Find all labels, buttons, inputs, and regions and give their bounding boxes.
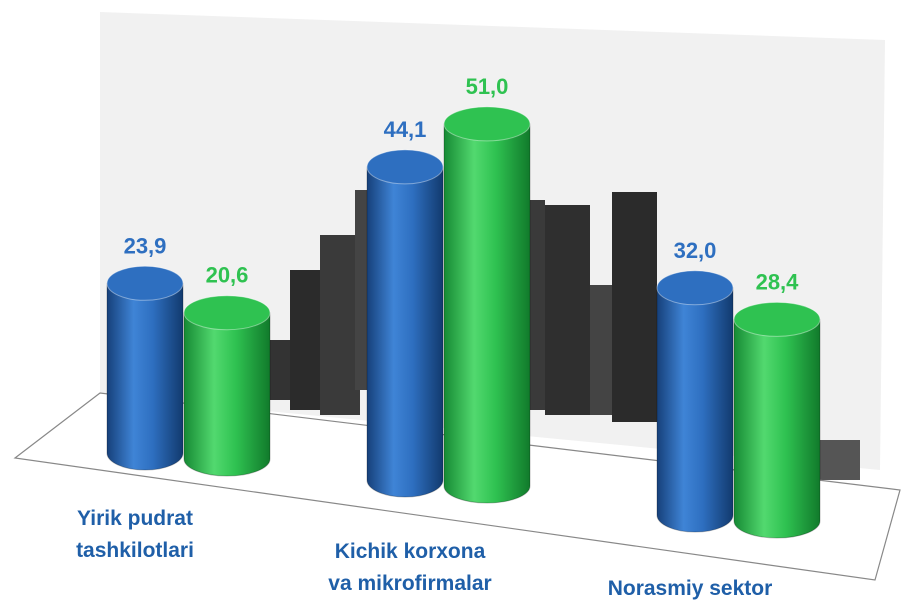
cylinder xyxy=(657,288,733,532)
value-label: 23,9 xyxy=(124,233,167,258)
cylinder-top xyxy=(734,302,820,336)
cylinder xyxy=(444,124,530,503)
value-label: 20,6 xyxy=(206,263,249,288)
cylinder-top xyxy=(107,266,183,300)
value-label: 44,1 xyxy=(384,117,427,142)
category-label: Norasmiy sektor xyxy=(608,577,773,600)
value-label: 28,4 xyxy=(756,269,800,294)
cylinder-top xyxy=(657,271,733,305)
cylinder xyxy=(184,313,270,476)
chart: 23,9 20,6 Yirik pudrattashkilotlari 44,1 51,… xyxy=(0,0,907,615)
cylinder xyxy=(107,283,183,470)
value-label: 32,0 xyxy=(674,238,717,263)
cylinder-top xyxy=(184,296,270,330)
cylinder xyxy=(734,319,820,538)
value-label: 51,0 xyxy=(466,74,509,99)
cylinder-top xyxy=(444,107,530,141)
cylinder-top xyxy=(367,150,443,184)
cylinder xyxy=(367,167,443,497)
